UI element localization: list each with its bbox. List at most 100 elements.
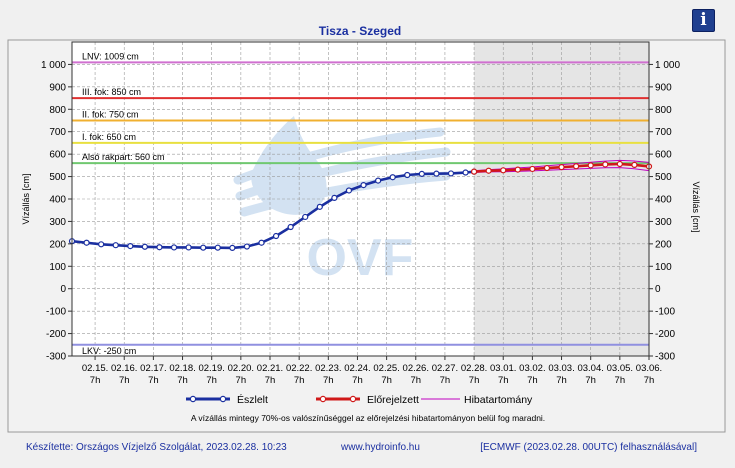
threshold-label: I. fok: 650 cm <box>82 132 136 142</box>
x-axis: 02.15.7h02.16.7h02.17.7h02.18.7h02.19.7h… <box>82 356 662 386</box>
x-tick-label-hour: 7h <box>352 375 363 386</box>
legend-forecast-marker <box>319 395 327 403</box>
forecast-point <box>485 167 492 174</box>
x-tick-label-hour: 7h <box>644 375 655 386</box>
x-tick-label-hour: 7h <box>527 375 538 386</box>
y-tick-label-right: 300 <box>655 217 672 228</box>
x-tick-label-date: 02.28. <box>461 363 487 374</box>
x-tick-label-date: 02.15. <box>82 363 108 374</box>
legend-observed-marker <box>219 395 227 403</box>
x-tick-label-date: 03.01. <box>490 363 516 374</box>
observed-point <box>98 241 105 248</box>
threshold-label: II. fok: 750 cm <box>82 110 139 120</box>
footer-website-link[interactable]: www.hydroinfo.hu <box>340 442 420 453</box>
x-tick-label-date: 02.18. <box>169 363 195 374</box>
info-button[interactable]: i <box>692 9 715 32</box>
x-tick-label-date: 02.26. <box>403 363 429 374</box>
y-tick-label-right: 100 <box>655 262 672 273</box>
x-tick-label-date: 02.22. <box>286 363 312 374</box>
x-tick-label-hour: 7h <box>119 375 130 386</box>
x-tick-label-hour: 7h <box>585 375 596 386</box>
observed-point <box>345 187 353 194</box>
y-axis-left: -300 -200 -100 0 100 200 300 400 500 600 700 800 900… <box>41 60 72 363</box>
x-tick-label-date: 02.16. <box>111 363 137 374</box>
legend-observed-marker <box>189 395 197 403</box>
observed-point <box>331 194 338 201</box>
observed-point <box>258 239 265 246</box>
observed-point <box>433 170 440 177</box>
legend: Észlelt Előrejelzett Hibatartomány <box>186 393 533 406</box>
y-tick-label-left: 1 000 <box>41 60 66 71</box>
x-tick-label-hour: 7h <box>177 375 188 386</box>
observed-point <box>316 203 323 210</box>
ovf-watermark: OVF <box>233 116 451 287</box>
observed-point <box>141 243 148 250</box>
legend-observed-label: Észlelt <box>237 393 268 406</box>
threshold-lines: LNV: 1009 cm III. fok: 850 cm II. fok: 750… <box>72 51 649 356</box>
x-tick-label-hour: 7h <box>236 375 247 386</box>
y-tick-label-right: -200 <box>655 329 675 340</box>
observed-point <box>404 171 411 179</box>
observed-point <box>287 223 294 231</box>
observed-point <box>214 244 221 251</box>
observed-point <box>302 213 309 221</box>
x-tick-label-hour: 7h <box>410 375 421 386</box>
y-tick-label-right: -300 <box>655 352 675 363</box>
y-tick-label-left: 800 <box>49 105 66 116</box>
forecast-point <box>529 165 536 173</box>
forecast-point <box>616 160 623 168</box>
y-tick-label-right: 700 <box>655 127 672 138</box>
y-axis-label-left: Vízállás [cm] <box>21 173 31 224</box>
y-tick-label-right: 600 <box>655 150 672 161</box>
x-tick-label-date: 03.04. <box>577 363 603 374</box>
x-tick-label-hour: 7h <box>90 375 101 386</box>
x-tick-label-date: 02.27. <box>432 363 458 374</box>
y-tick-label-right: 500 <box>655 172 672 183</box>
chart-title: Tisza - Szeged <box>319 24 401 38</box>
y-tick-label-left: 600 <box>49 150 66 161</box>
observed-point <box>447 170 455 177</box>
y-tick-label-right: 1 000 <box>655 60 680 71</box>
y-axis-right: -300 -200 -100 0 100 200 300 400 500 600 700 800 900… <box>649 60 680 363</box>
x-tick-label-hour: 7h <box>294 375 305 386</box>
forecast-point <box>573 163 580 170</box>
observed-point <box>243 243 251 250</box>
x-tick-label-hour: 7h <box>323 375 334 386</box>
y-tick-label-left: 700 <box>49 127 66 138</box>
footer-source: [ECMWF (2023.02.28. 00UTC) felhasználásá… <box>480 442 697 453</box>
observed-point <box>83 239 90 246</box>
y-axis-label-right: Vízállás [cm] <box>691 181 701 232</box>
x-tick-label-date: 02.24. <box>344 363 370 374</box>
x-tick-label-hour: 7h <box>556 375 567 386</box>
threshold-label: LKV: -250 cm <box>82 346 136 356</box>
observed-point <box>229 244 236 251</box>
forecast-point <box>543 164 551 172</box>
y-tick-label-left: -200 <box>46 329 66 340</box>
forecast-point <box>514 166 521 173</box>
observed-point <box>360 181 367 189</box>
y-tick-label-left: 0 <box>60 284 66 295</box>
y-tick-label-left: -300 <box>46 352 66 363</box>
legend-forecast-label: Előrejelzett <box>367 394 419 406</box>
observed-point <box>127 243 134 250</box>
x-tick-label-date: 02.23. <box>315 363 341 374</box>
observed-point <box>375 177 382 184</box>
observed-point <box>200 244 207 251</box>
forecast-point <box>558 164 565 171</box>
x-tick-label-hour: 7h <box>265 375 276 386</box>
x-tick-label-date: 03.05. <box>607 363 633 374</box>
observed-point <box>418 170 425 177</box>
y-tick-label-left: 400 <box>49 195 66 206</box>
observed-point <box>389 174 396 181</box>
x-tick-label-hour: 7h <box>381 375 392 386</box>
threshold-label: Alsó rakpart: 560 cm <box>82 152 165 162</box>
forecast-point <box>631 161 638 169</box>
observed-point <box>156 244 163 251</box>
x-tick-label-hour: 7h <box>148 375 159 386</box>
plot-area: OVF LNV: 1009 cm III. fok: 850 cm II. fok:… <box>68 41 653 357</box>
x-tick-label-date: 02.25. <box>373 363 399 374</box>
x-tick-label-hour: 7h <box>469 375 480 386</box>
observed-point <box>112 242 119 249</box>
observed-point <box>462 169 469 176</box>
